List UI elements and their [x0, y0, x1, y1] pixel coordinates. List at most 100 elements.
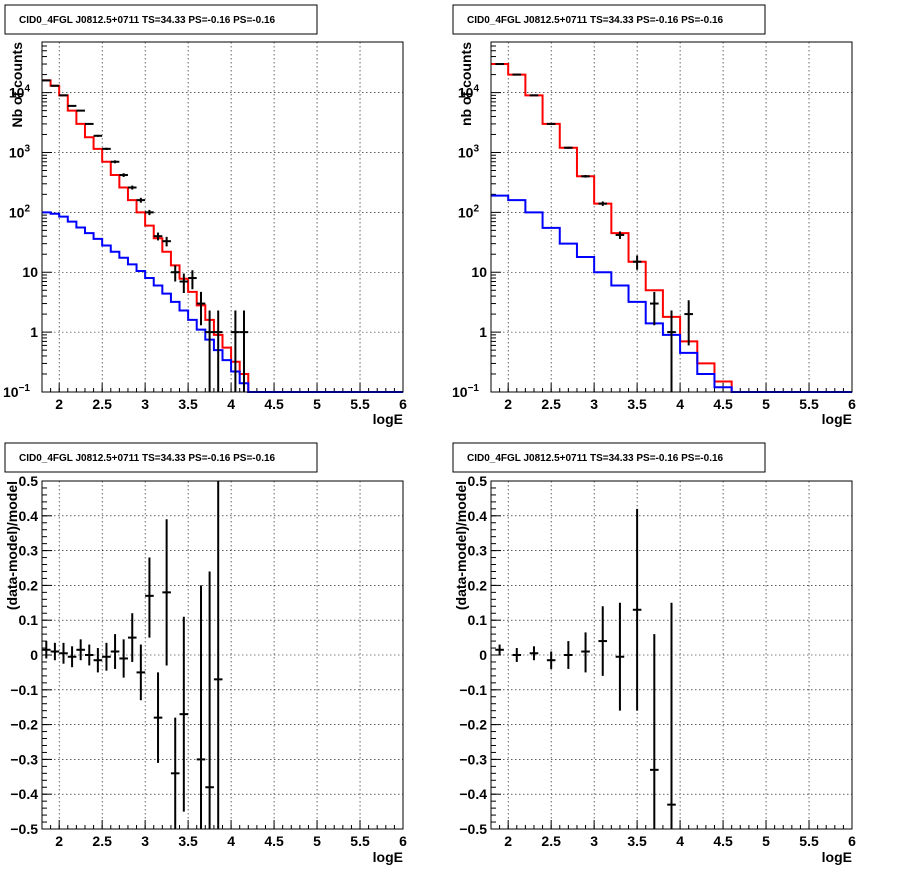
y-tick-label: 10 [471, 264, 487, 280]
data-point [529, 94, 539, 97]
x-tick-label: 4.5 [713, 833, 733, 849]
x-tick-label: 3 [590, 396, 598, 412]
x-tick-label: 3.5 [178, 833, 198, 849]
data-point [196, 291, 206, 326]
data-point [102, 147, 111, 151]
data-point [84, 122, 94, 125]
data-point [196, 585, 206, 829]
data-point [564, 146, 573, 149]
data-point [127, 185, 137, 190]
y-tick-label: 0.2 [19, 577, 39, 593]
x-tick-label: 5 [762, 396, 770, 412]
data-point [188, 270, 197, 290]
data-point [67, 104, 77, 107]
plot-title: CID0_4FGL J0812.5+0711 TS=34.33 PS=-0.16… [467, 15, 724, 26]
series-line-1 [42, 211, 403, 393]
y-tick-exponent: 2 [473, 203, 479, 214]
data-point [162, 519, 171, 666]
data-point [598, 201, 608, 206]
plot-title-box [4, 442, 318, 473]
data-point [76, 109, 85, 112]
plot-frame [41, 480, 404, 830]
x-tick-label: 5.5 [799, 833, 819, 849]
y-axis-title: Nb of counts [9, 42, 25, 128]
x-tick-label: 2 [504, 396, 512, 412]
y-axis-title: (data-model)/model [453, 481, 469, 610]
data-point [110, 160, 120, 164]
plot-title: CID0_4FGL J0812.5+0711 TS=34.33 PS=-0.16… [467, 453, 724, 464]
data-point [581, 175, 590, 178]
y-tick-exponent: 3 [24, 143, 30, 154]
y-tick-label: 0.3 [468, 543, 488, 559]
data-point [667, 602, 676, 829]
y-tick-label: −0.5 [459, 821, 487, 837]
data-point [119, 173, 128, 177]
plot-title-box [4, 4, 318, 35]
data-point [50, 642, 60, 661]
data-point [512, 73, 522, 76]
y-tick-exponent: 4 [473, 84, 479, 95]
data-point [42, 641, 51, 659]
data-point [179, 273, 189, 294]
data-point [205, 310, 214, 392]
x-tick-label: 5.5 [799, 396, 819, 412]
data-point [170, 717, 180, 829]
x-axis-title: logE [373, 849, 403, 865]
x-axis-title: logE [373, 411, 403, 427]
data-point [213, 310, 223, 392]
data-point [59, 642, 68, 664]
x-tick-label: 5.5 [350, 833, 370, 849]
data-point [170, 265, 180, 282]
x-tick-label: 6 [399, 833, 407, 849]
data-point [495, 644, 504, 655]
x-tick-label: 5 [313, 833, 321, 849]
x-tick-label: 3.5 [178, 396, 198, 412]
data-point [546, 122, 556, 125]
x-tick-label: 2.5 [92, 833, 112, 849]
plot-frame [490, 480, 853, 830]
data-point [179, 616, 189, 812]
plot-frame [41, 41, 404, 393]
data-point [615, 602, 625, 711]
x-tick-label: 3 [141, 833, 149, 849]
y-tick-label: 103 [9, 143, 31, 160]
data-point [564, 641, 573, 669]
y-tick-label: 0.1 [19, 612, 39, 628]
y-tick-exponent: 2 [24, 203, 30, 214]
plot-title-box [452, 4, 766, 35]
x-tick-label: 6 [399, 396, 407, 412]
plot-title: CID0_4FGL J0812.5+0711 TS=34.33 PS=-0.16… [19, 453, 276, 464]
data-point [546, 651, 556, 669]
x-tick-label: 6 [848, 396, 856, 412]
data-point [632, 508, 642, 711]
data-point [529, 646, 539, 661]
y-tick-label: −0.1 [459, 682, 487, 698]
y-tick-exponent: −1 [19, 383, 31, 394]
data-point [119, 639, 128, 678]
x-tick-label: 2.5 [541, 396, 561, 412]
y-tick-label: 10−1 [452, 383, 479, 400]
data-point [231, 310, 240, 392]
y-tick-label: 103 [458, 143, 480, 160]
plot-panel-bottom-left: CID0_4FGL J0812.5+0711 TS=34.33 PS=-0.16… [4, 442, 407, 865]
data-point [102, 642, 111, 671]
x-tick-label: 2 [504, 833, 512, 849]
x-tick-label: 2.5 [92, 396, 112, 412]
y-tick-label: 10−1 [3, 383, 30, 400]
plot-panel-top-left: CID0_4FGL J0812.5+0711 TS=34.33 PS=-0.16… [3, 4, 407, 427]
series-line-0 [42, 79, 403, 393]
data-point [110, 634, 120, 669]
x-tick-label: 2 [55, 396, 63, 412]
plot-panel-bottom-right: CID0_4FGL J0812.5+0711 TS=34.33 PS=-0.16… [452, 442, 856, 865]
data-point [512, 648, 522, 662]
x-axis-title: logE [822, 411, 852, 427]
y-tick-label: 0.3 [19, 543, 39, 559]
y-tick-label: 0 [479, 647, 487, 663]
data-point [76, 639, 85, 661]
plot-frame [490, 41, 853, 393]
x-axis-title: logE [822, 849, 852, 865]
plot-panel-top-right: CID0_4FGL J0812.5+0711 TS=34.33 PS=-0.16… [452, 4, 856, 427]
x-tick-label: 5 [313, 396, 321, 412]
data-point [42, 79, 51, 82]
